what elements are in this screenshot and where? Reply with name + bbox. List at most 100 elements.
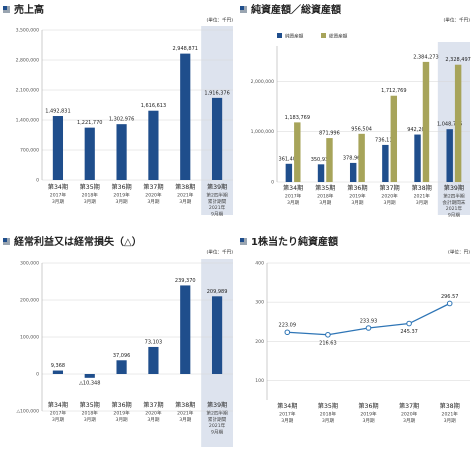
x-tick-label: 2019年 <box>113 192 130 199</box>
title-icon <box>240 6 244 10</box>
y-tick-label: 0 <box>36 372 39 378</box>
bar <box>358 133 365 182</box>
x-tick-label: 2020年 <box>381 193 398 200</box>
x-tick-label: 2021年 <box>446 205 463 212</box>
value-label: 378,960 <box>343 155 364 161</box>
bar <box>116 124 127 180</box>
x-tick-label: 第37期 <box>143 401 163 409</box>
title-icon <box>3 238 7 242</box>
bar <box>52 370 64 374</box>
y-tick-label: 300,000 <box>20 261 39 267</box>
x-tick-label: 3月期 <box>351 200 364 206</box>
chart-title: 1株当たり純資産額 <box>251 235 338 248</box>
x-tick-label: 第35期 <box>318 402 338 410</box>
x-tick-label: 3月期 <box>403 418 416 424</box>
value-label: 1,616,613 <box>141 103 166 109</box>
unit-label: (単位：千円) <box>443 17 470 24</box>
value-label: 239,370 <box>175 278 196 284</box>
y-tick-label: 700,000 <box>20 148 39 154</box>
x-tick-label: 3月期 <box>179 417 192 423</box>
x-tick-label: 9月期 <box>211 429 224 435</box>
y-tick-label: 1,400,000 <box>16 118 39 124</box>
point <box>325 331 331 338</box>
value-label: 2,328,497 <box>445 57 470 63</box>
x-tick-label: 3月期 <box>116 199 129 205</box>
value-label: 871,996 <box>319 131 340 137</box>
bar <box>382 144 389 182</box>
x-tick-label: 第36期 <box>347 184 367 192</box>
bar <box>180 285 191 374</box>
chart-panel: 経常利益又は経常損失（△） (単位：千円) △100,000 0 100,000 200,… <box>3 235 233 447</box>
x-tick-label: 第38期 <box>175 183 195 191</box>
x-tick-label: 9月期 <box>211 211 224 217</box>
x-tick-label: 2018年 <box>317 193 334 200</box>
value-label: 245.37 <box>400 329 418 335</box>
x-tick-label: 第39期 <box>444 184 464 192</box>
x-tick-label: 3月期 <box>52 199 65 205</box>
x-tick-label: 会計期間末 <box>442 199 465 206</box>
x-tick-label: 2021年 <box>209 204 226 211</box>
x-tick-label: 2020年 <box>145 410 162 417</box>
value-label: 1,492,831 <box>45 109 70 115</box>
value-label: 361,406 <box>279 156 300 162</box>
bar <box>294 122 301 182</box>
legend-label: 純資産額 <box>285 32 304 39</box>
value-label: 73,103 <box>145 339 163 345</box>
x-tick-label: 第39期 <box>207 401 227 409</box>
x-tick-label: 3月期 <box>84 417 97 423</box>
y-tick-label: 200,000 <box>20 298 39 304</box>
value-label: △10,348 <box>79 380 100 386</box>
x-tick-label: 第35期 <box>80 183 100 191</box>
x-tick-label: 2020年 <box>145 192 162 199</box>
y-tick-label: 0 <box>36 178 39 184</box>
y-tick-label: 1,000,000 <box>251 129 274 135</box>
value-label: 956,504 <box>351 126 372 132</box>
value-label: 1,221,770 <box>77 120 102 126</box>
chart-panel: 売上高 (単位：千円) 0 700,000 1,400,000 2,100,000 2,80… <box>3 3 233 217</box>
x-tick-label: 第34期 <box>283 184 303 192</box>
x-tick-label: 3月期 <box>416 200 429 206</box>
point <box>365 325 372 331</box>
x-tick-label: 第38期 <box>175 401 195 409</box>
value-label: 1,302,976 <box>109 117 134 123</box>
x-tick-label: 第2四半期 <box>443 193 465 200</box>
x-tick-label: 2021年 <box>442 411 459 418</box>
bar <box>84 127 95 180</box>
x-tick-label: 第38期 <box>440 402 460 410</box>
point <box>406 320 412 327</box>
chart-panel: 1株当たり純資産額(単位：円)100200300400第34期2017年3月期第… <box>240 235 470 424</box>
value-label: 9,368 <box>51 363 65 369</box>
value-label: 1,048,725 <box>437 122 462 128</box>
value-label: 209,989 <box>207 289 228 295</box>
y-tick-label: 2,800,000 <box>16 58 39 64</box>
bar <box>326 138 333 182</box>
bar <box>317 164 325 182</box>
x-tick-label: 3月期 <box>287 200 300 206</box>
x-tick-label: 第39期 <box>207 183 227 191</box>
x-tick-label: 第2四半期 <box>206 192 228 199</box>
y-tick-label: 2,000,000 <box>251 79 274 85</box>
x-tick-label: 第36期 <box>111 183 131 191</box>
x-tick-label: 第37期 <box>143 183 163 191</box>
value-label: 216.63 <box>319 340 337 346</box>
value-label: 942,201 <box>407 127 428 133</box>
x-tick-label: 3月期 <box>362 418 375 424</box>
value-label: 233.93 <box>360 319 378 325</box>
x-tick-label: 2021年 <box>209 422 226 429</box>
x-tick-label: 3月期 <box>319 200 332 206</box>
value-label: 296.57 <box>441 294 459 300</box>
bar <box>211 296 223 374</box>
y-tick-label: △100,000 <box>16 409 39 415</box>
x-tick-label: 9月期 <box>448 212 461 218</box>
legend-swatch <box>277 33 282 38</box>
x-tick-label: 第35期 <box>315 184 335 192</box>
x-tick-label: 3月期 <box>322 418 335 424</box>
value-label: 1,916,376 <box>204 90 229 96</box>
x-tick-label: 2021年 <box>177 410 194 417</box>
y-tick-label: 400 <box>255 261 264 267</box>
value-label: 1,183,769 <box>285 115 310 121</box>
value-label: 2,948,871 <box>173 46 198 52</box>
x-tick-label: 3月期 <box>84 199 97 205</box>
